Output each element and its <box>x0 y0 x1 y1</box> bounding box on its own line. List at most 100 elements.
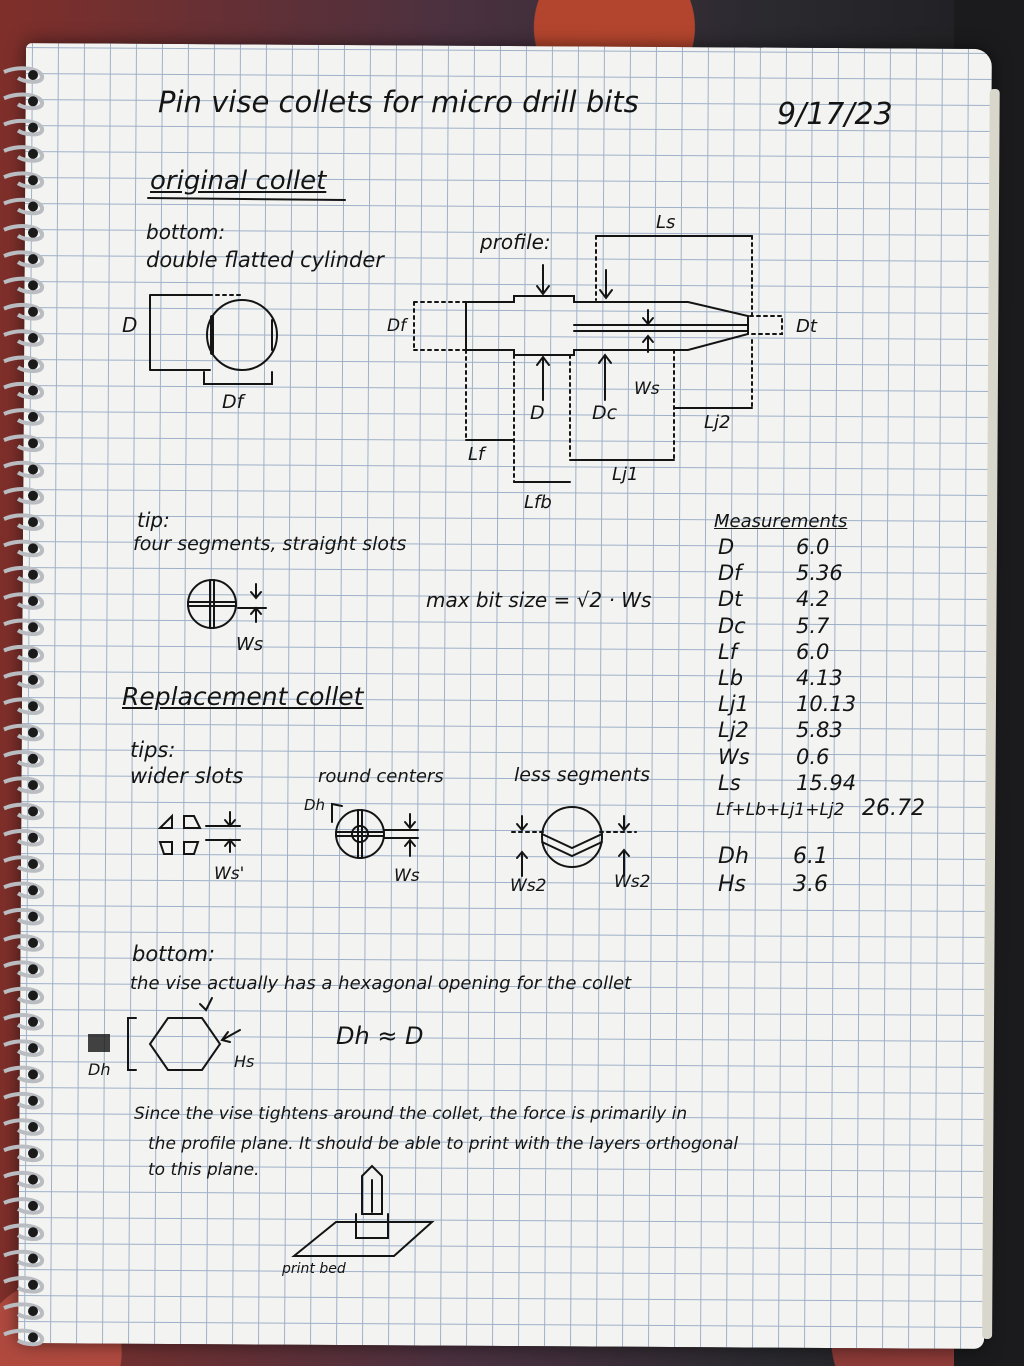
spiral-coil <box>3 329 44 347</box>
page-title: Pin vise collets for micro drill bits <box>158 85 639 119</box>
spiral-coil <box>3 1328 44 1347</box>
spiral-coil <box>3 381 44 400</box>
punch-hole <box>28 1095 38 1106</box>
measurement-value-Lf: 6.0 <box>796 640 830 664</box>
note-line-3: to this plane. <box>148 1160 260 1180</box>
hexagon-sketch <box>88 998 240 1070</box>
dim-Df-profile: Df <box>387 316 407 336</box>
punch-hole <box>28 1043 38 1054</box>
punch-hole <box>28 490 38 501</box>
punch-hole <box>28 517 38 528</box>
punch-hole <box>28 674 38 685</box>
dim-D-bottom: D <box>122 313 138 337</box>
dim-Hs-hex: Hs <box>234 1052 255 1071</box>
punch-hole <box>28 1306 38 1317</box>
bottom-description: double flatted cylinder <box>146 248 384 272</box>
spiral-coil <box>3 723 44 742</box>
dim-Ws-prime: Ws' <box>214 864 245 884</box>
spiral-coil <box>3 224 44 242</box>
spiral-coil <box>3 1249 44 1268</box>
measurement-value-Dt: 4.2 <box>796 587 830 611</box>
punch-hole <box>28 175 38 186</box>
measurement-label-Dt: Dt <box>718 587 743 611</box>
measurement-label-Lf: Lf <box>718 640 738 664</box>
profile-sketch <box>414 236 782 482</box>
tip-description: four segments, straight slots <box>133 533 407 555</box>
measurement-label-Dc: Dc <box>718 614 746 638</box>
punch-hole <box>28 1148 38 1159</box>
spiral-coil <box>3 644 44 663</box>
spiral-binding <box>3 66 44 1347</box>
punch-hole <box>28 806 38 817</box>
punch-hole <box>28 1253 38 1264</box>
bottom-label: bottom: <box>146 220 226 244</box>
dim-Ws-round: Ws <box>394 866 420 886</box>
punch-hole <box>28 1174 38 1185</box>
measurement-label-Ls: Ls <box>718 771 741 795</box>
dim-Dh-hex: Dh <box>88 1060 111 1079</box>
replacement-heading: Replacement collet <box>122 682 364 711</box>
tips-label: tips: <box>130 738 176 762</box>
spiral-coil <box>3 1013 44 1031</box>
punch-hole <box>28 411 38 422</box>
round-centers-sketch <box>332 804 418 858</box>
print-bed-label: print bed <box>282 1261 346 1277</box>
spiral-coil <box>3 118 44 137</box>
measurement-value-Lj1: 10.13 <box>796 692 857 716</box>
punch-hole <box>28 596 38 606</box>
measurement-label-D: D <box>718 535 735 559</box>
spiral-coil <box>3 66 44 84</box>
spiral-coil <box>3 171 44 189</box>
spiral-coil <box>3 1197 44 1215</box>
page-date: 9/17/23 <box>777 97 893 132</box>
measurement-label-Ws: Ws <box>718 745 750 769</box>
measurement-value-Ls: 15.94 <box>796 771 857 795</box>
sum-value: 26.72 <box>862 796 925 821</box>
extra-Dh-value: 6.1 <box>793 844 828 869</box>
spiral-coil <box>3 1039 44 1057</box>
punch-hole <box>28 70 38 80</box>
measurement-label-Lj2: Lj2 <box>718 718 749 742</box>
punch-hole <box>28 1069 38 1080</box>
punch-hole <box>28 990 38 1001</box>
spiral-coil <box>3 802 44 821</box>
dim-D-profile: D <box>530 402 545 424</box>
dim-Lj1: Lj1 <box>612 464 639 485</box>
punch-hole <box>28 1122 38 1132</box>
punch-hole <box>28 1332 38 1343</box>
measurement-value-D: 6.0 <box>796 535 830 559</box>
dim-Dt: Dt <box>796 316 817 337</box>
punch-hole <box>28 1200 38 1211</box>
punch-hole <box>28 306 38 317</box>
note-line-1: Since the vise tightens around the colle… <box>134 1104 688 1124</box>
measurement-value-Dc: 5.7 <box>796 614 830 638</box>
dim-Ws-tip: Ws <box>236 634 264 655</box>
spiral-coil <box>3 1118 44 1136</box>
spiral-coil <box>3 1223 44 1241</box>
punch-hole <box>28 832 38 843</box>
punch-hole <box>28 280 38 291</box>
flatted-cylinder-sketch <box>150 295 277 384</box>
spiral-coil <box>3 960 44 978</box>
variant-round-centers: round centers <box>318 766 444 787</box>
spiral-coil <box>3 565 44 584</box>
punch-hole <box>28 622 38 633</box>
note-line-2: the profile plane. It should be able to … <box>148 1134 739 1154</box>
punch-hole <box>28 780 38 791</box>
punch-hole <box>28 727 38 738</box>
punch-hole <box>28 964 38 975</box>
punch-hole <box>28 937 38 948</box>
spiral-coil <box>3 1276 44 1294</box>
dim-Lj2: Lj2 <box>704 412 731 433</box>
dim-Lfb: Lfb <box>524 492 552 513</box>
dim-Df-bottom: Df <box>222 391 244 413</box>
dim-Ws2-left: Ws2 <box>510 876 547 896</box>
bottom2-label: bottom: <box>132 942 216 966</box>
punch-hole <box>28 96 38 107</box>
punch-hole <box>28 333 38 343</box>
punch-hole <box>28 885 38 896</box>
spiral-coil <box>3 92 44 111</box>
punch-hole <box>28 1016 38 1027</box>
wider-slots-sketch <box>160 812 240 854</box>
